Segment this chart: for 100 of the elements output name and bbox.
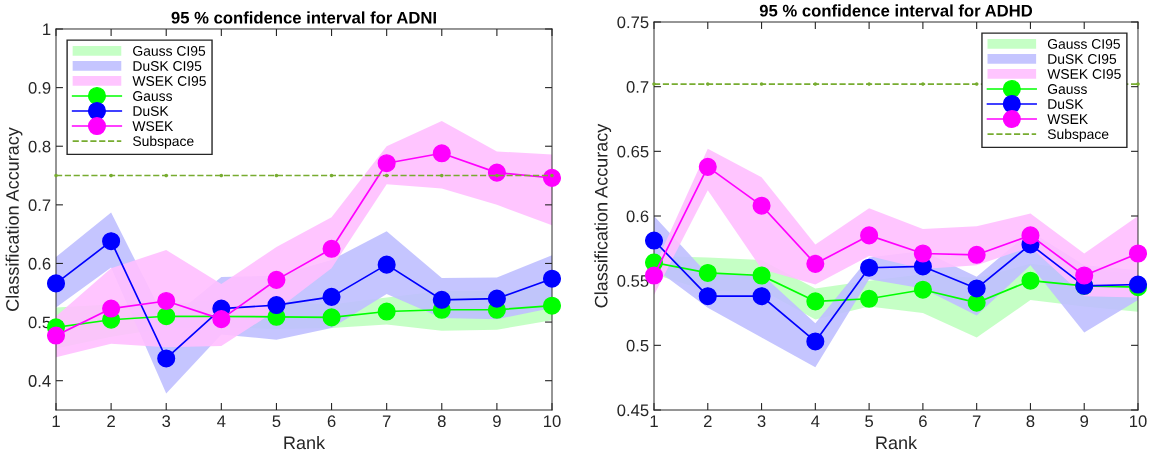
chart-title: 95 % confidence interval for ADNI — [171, 11, 436, 24]
x-tick-label: 1 — [650, 415, 658, 427]
point — [157, 349, 176, 368]
x-tick-label: 2 — [703, 415, 712, 427]
y-tick-label: 0.6 — [28, 257, 51, 270]
y-tick-label: 0.65 — [617, 145, 649, 158]
point — [109, 173, 113, 178]
x-tick-label: 7 — [972, 415, 981, 427]
point — [542, 269, 562, 288]
point — [377, 255, 396, 274]
legend-label: Subspace — [1047, 128, 1109, 142]
point — [46, 274, 66, 293]
legend-label: WSEK — [1047, 114, 1088, 125]
point — [1021, 271, 1040, 290]
chart-title: 95 % confidence interval for ADHD — [759, 4, 1033, 17]
point — [329, 173, 334, 178]
y-tick-label: 0.8 — [28, 140, 51, 153]
x-tick-label: 5 — [272, 415, 281, 428]
y-axis-title: Classification Accuracy — [5, 127, 23, 311]
legend-label: DuSK CI95 — [1048, 54, 1117, 64]
point — [495, 173, 499, 178]
x-tick-label: 9 — [1080, 415, 1089, 428]
x-tick-label: 3 — [162, 415, 171, 428]
y-tick-label: 0.45 — [617, 404, 649, 417]
point — [913, 280, 932, 299]
point — [860, 258, 879, 277]
point — [542, 296, 562, 315]
x-tick-label: 8 — [1026, 415, 1035, 428]
point — [267, 296, 286, 315]
legend-label: Gauss — [133, 91, 173, 101]
y-tick-label: 0.9 — [28, 82, 51, 94]
y-axis-title: Classification Accuracy — [594, 123, 612, 308]
point — [752, 287, 771, 306]
legend-label: DuSK — [133, 106, 169, 116]
y-tick-label: 0.6 — [626, 210, 649, 223]
x-tick-label: 3 — [757, 415, 766, 428]
point — [759, 82, 764, 86]
y-tick-label: 0.5 — [626, 339, 649, 352]
legend-label: WSEK CI95 — [1047, 69, 1121, 79]
y-tick-label: 0.4 — [28, 375, 51, 387]
point — [698, 287, 717, 306]
x-tick-label: 6 — [327, 415, 336, 428]
point — [752, 266, 771, 285]
point — [806, 254, 825, 273]
point — [1075, 266, 1094, 285]
point — [432, 144, 451, 163]
point — [698, 157, 717, 176]
x-tick-label: 4 — [217, 415, 226, 427]
legend-label: DuSK CI95 — [133, 61, 202, 71]
x-tick-label: 6 — [919, 415, 927, 428]
point — [967, 245, 986, 264]
point — [644, 231, 664, 250]
point — [813, 82, 818, 86]
x-axis-title: Rank — [876, 435, 918, 450]
point — [698, 263, 717, 282]
point — [706, 82, 710, 86]
point — [921, 82, 925, 86]
point — [440, 173, 444, 178]
point — [1128, 244, 1148, 263]
legend-label: Gauss CI95 — [133, 46, 206, 56]
point — [157, 307, 176, 326]
point — [487, 289, 506, 308]
legend-label: Subspace — [133, 135, 194, 149]
point — [377, 154, 396, 173]
point — [212, 310, 231, 329]
point — [384, 173, 389, 178]
point — [322, 287, 341, 306]
legend-label: WSEK — [132, 121, 174, 132]
x-tick-label: 5 — [865, 415, 874, 428]
point — [752, 196, 771, 215]
point — [806, 292, 825, 311]
point — [860, 226, 879, 245]
point — [967, 279, 986, 298]
point — [913, 244, 932, 263]
point — [322, 308, 341, 327]
point — [267, 270, 286, 289]
legend-label: Gauss — [1047, 84, 1087, 94]
x-tick-label: 2 — [107, 415, 115, 427]
point — [219, 173, 224, 178]
point — [54, 173, 58, 178]
point — [860, 289, 879, 308]
legend-label: Gauss CI95 — [1047, 39, 1120, 49]
x-axis-title: Rank — [284, 435, 326, 450]
legend-label: WSEK CI95 — [132, 76, 206, 86]
x-tick-label: 9 — [493, 415, 501, 428]
point — [322, 239, 341, 258]
x-tick-label: 10 — [1130, 415, 1147, 428]
x-tick-label: 10 — [544, 415, 561, 428]
y-tick-label: 0.55 — [617, 275, 649, 287]
x-tick-label: 7 — [382, 415, 391, 427]
point — [377, 302, 396, 321]
point — [542, 168, 562, 187]
legend-label: DuSK — [1048, 99, 1084, 109]
x-tick-label: 8 — [437, 415, 446, 428]
y-tick-label: 1 — [43, 23, 51, 36]
point — [157, 291, 176, 311]
y-tick-label: 0.75 — [617, 16, 649, 29]
point — [164, 173, 168, 178]
point — [102, 299, 121, 318]
x-tick-label: 1 — [52, 415, 60, 427]
